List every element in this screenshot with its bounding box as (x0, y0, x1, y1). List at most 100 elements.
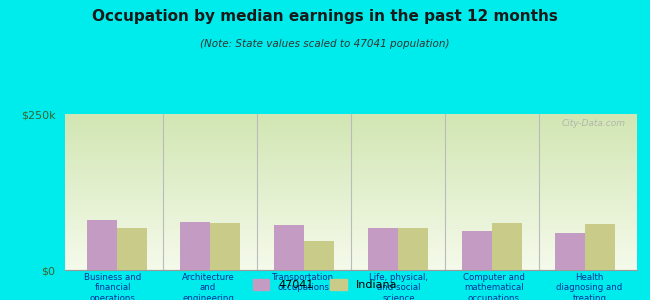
Bar (586, 224, 616, 270)
Bar (65, 197, 637, 198)
Bar (65, 214, 637, 215)
Bar (65, 181, 637, 183)
Bar (65, 169, 637, 170)
Bar (65, 237, 637, 239)
Bar (65, 212, 637, 214)
Bar (116, 228, 147, 270)
Bar (65, 116, 637, 117)
Bar (65, 209, 637, 211)
Bar (65, 218, 637, 220)
Bar (65, 234, 637, 236)
Bar (65, 179, 637, 181)
Bar (65, 127, 637, 128)
Bar (65, 265, 637, 267)
Bar (65, 117, 637, 119)
Bar (180, 222, 211, 270)
Bar (65, 175, 637, 176)
Bar (65, 145, 637, 147)
Bar (65, 131, 637, 133)
Bar (65, 215, 637, 217)
Bar (65, 256, 637, 257)
Text: Computer and
mathematical
occupations: Computer and mathematical occupations (463, 273, 525, 300)
Bar (65, 262, 637, 264)
Bar (65, 189, 637, 190)
Text: Life, physical,
and social
science
occupations: Life, physical, and social science occup… (369, 273, 428, 300)
Bar (65, 217, 637, 218)
Bar (65, 205, 637, 206)
Bar (65, 137, 637, 139)
Bar (65, 154, 637, 156)
Bar (65, 259, 637, 261)
Bar (274, 225, 304, 270)
Bar (65, 211, 637, 212)
Bar (65, 240, 637, 242)
Bar (491, 223, 522, 270)
Bar (65, 159, 637, 161)
Bar (65, 242, 637, 244)
Bar (65, 123, 637, 125)
Bar (398, 228, 428, 270)
Bar (65, 147, 637, 148)
Bar (65, 136, 637, 137)
Bar (65, 239, 637, 240)
Bar (65, 201, 637, 203)
Bar (65, 148, 637, 150)
Bar (65, 223, 637, 225)
Bar (65, 195, 637, 197)
Bar (65, 162, 637, 164)
Text: Health
diagnosing and
treating
practitioners
and other
technical
occupations: Health diagnosing and treating practitio… (556, 273, 623, 300)
Bar (65, 119, 637, 120)
Bar (65, 261, 637, 262)
Bar (65, 192, 637, 194)
Bar (65, 156, 637, 158)
Bar (211, 223, 240, 270)
Bar (65, 120, 637, 122)
Bar (65, 254, 637, 256)
Text: Occupation by median earnings in the past 12 months: Occupation by median earnings in the pas… (92, 9, 558, 24)
Bar (65, 264, 637, 265)
Bar (65, 220, 637, 222)
Bar (65, 166, 637, 167)
Bar (65, 251, 637, 253)
Text: Architecture
and
engineering
occupations: Architecture and engineering occupations (181, 273, 235, 300)
Bar (65, 248, 637, 250)
Bar (65, 140, 637, 142)
Bar (555, 232, 586, 270)
Bar (65, 186, 637, 187)
Bar (65, 152, 637, 153)
Bar (65, 198, 637, 200)
Text: Transportation
occupations: Transportation occupations (272, 273, 334, 292)
Bar (65, 253, 637, 254)
Bar (65, 139, 637, 140)
Bar (65, 194, 637, 195)
Bar (65, 134, 637, 136)
Bar (65, 190, 637, 192)
Bar (65, 144, 637, 145)
Bar (65, 230, 637, 231)
Bar (65, 203, 637, 205)
Bar (65, 153, 637, 154)
Bar (65, 161, 637, 162)
Bar (65, 114, 637, 116)
Bar (65, 150, 637, 152)
Bar (65, 173, 637, 175)
Bar (65, 133, 637, 134)
Bar (65, 222, 637, 223)
Bar (65, 125, 637, 127)
Bar (65, 257, 637, 259)
Bar (65, 228, 637, 230)
Bar (65, 172, 637, 173)
Bar (65, 183, 637, 184)
Bar (65, 200, 637, 201)
Bar (65, 236, 637, 237)
Bar (65, 142, 637, 144)
Bar (65, 244, 637, 245)
Text: (Note: State values scaled to 47041 population): (Note: State values scaled to 47041 popu… (200, 39, 450, 49)
Bar (65, 164, 637, 166)
Bar (65, 167, 637, 169)
Bar (65, 122, 637, 123)
Bar (65, 128, 637, 130)
Bar (462, 231, 491, 270)
Legend: 47041, Indiana: 47041, Indiana (248, 274, 402, 294)
Bar (65, 267, 637, 268)
